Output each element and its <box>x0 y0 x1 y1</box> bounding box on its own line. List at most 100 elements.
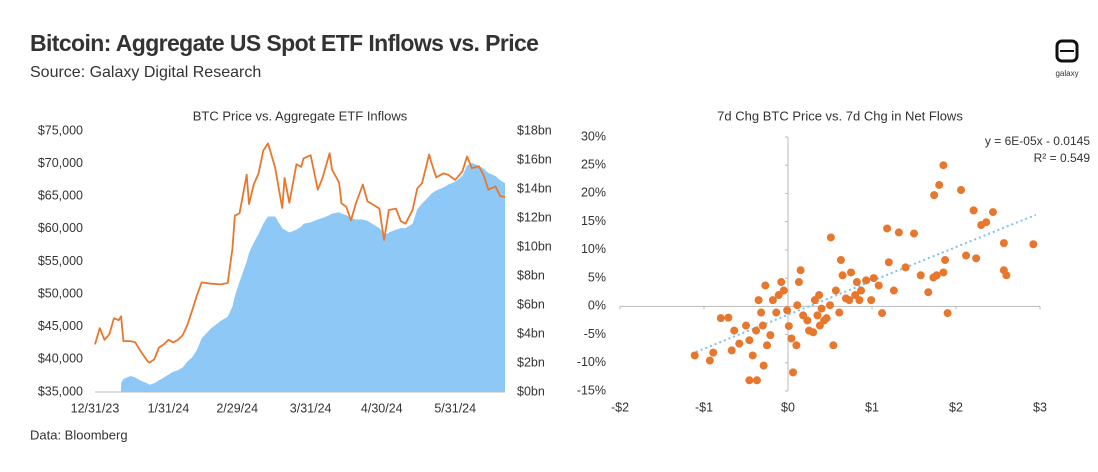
x-tick-label: 12/31/23 <box>71 401 120 415</box>
y-tick-label: 0% <box>588 299 606 313</box>
y-tick-label: $75,000 <box>38 123 83 137</box>
point <box>803 316 812 325</box>
point <box>878 309 887 318</box>
point <box>705 356 714 365</box>
point <box>972 254 981 263</box>
point <box>835 308 844 317</box>
point <box>969 206 978 215</box>
point <box>884 258 893 267</box>
y-tick-label: $40,000 <box>38 352 83 366</box>
point <box>690 351 699 360</box>
point <box>845 296 854 305</box>
point <box>941 256 950 265</box>
line <box>94 142 506 364</box>
y-tick-label: 15% <box>581 214 606 228</box>
point <box>745 336 754 345</box>
y-tick-label: $60,000 <box>38 221 83 235</box>
y-tick-label: $35,000 <box>38 384 83 398</box>
point <box>817 304 826 313</box>
point <box>829 341 838 350</box>
point <box>758 321 767 330</box>
point <box>787 334 796 343</box>
y2-tick-label: $0bn <box>517 384 545 398</box>
point <box>855 296 864 305</box>
point <box>763 341 771 350</box>
trendline <box>691 213 1037 355</box>
point <box>793 301 802 310</box>
y-tick-label: 5% <box>588 270 606 284</box>
y2-tick-label: $18bn <box>517 123 552 137</box>
x-tick-label: -$2 <box>611 400 629 414</box>
point <box>761 281 770 290</box>
point <box>869 274 878 283</box>
y2-tick-label: $2bn <box>517 355 545 369</box>
y-tick-label: $55,000 <box>38 254 83 268</box>
point <box>957 186 966 195</box>
point <box>745 376 754 385</box>
point <box>962 251 971 260</box>
point <box>894 228 903 237</box>
y-tick-label: $70,000 <box>38 156 83 170</box>
y-tick-label: -5% <box>584 327 606 341</box>
point <box>742 321 750 330</box>
point <box>930 191 939 200</box>
point <box>838 271 847 280</box>
x-tick-label: 2/29/24 <box>216 401 258 415</box>
point <box>783 306 792 315</box>
chart-title: 7d Chg BTC Price vs. 7d Chg in Net Flows <box>717 108 963 123</box>
logo: galaxy <box>1055 39 1079 78</box>
point <box>935 180 944 189</box>
x-tick-label: -$1 <box>695 400 713 414</box>
y2-tick-label: $4bn <box>517 326 545 340</box>
point <box>831 286 840 295</box>
point <box>999 239 1008 248</box>
x-tick-label: $2 <box>949 400 963 414</box>
point <box>836 256 845 265</box>
y-tick-label: $50,000 <box>38 286 83 300</box>
y2-tick-label: $6bn <box>517 297 545 311</box>
point <box>1002 271 1011 280</box>
logo-text: galaxy <box>1055 69 1078 78</box>
point <box>826 233 835 242</box>
point <box>939 161 948 170</box>
point <box>796 266 805 275</box>
point <box>813 311 822 320</box>
point <box>910 229 918 238</box>
y-tick-label: 10% <box>581 242 606 256</box>
point <box>792 341 801 350</box>
y2-tick-label: $16bn <box>517 152 552 166</box>
point <box>867 296 876 305</box>
y2-tick-label: $10bn <box>517 239 552 253</box>
x-tick-label: 5/31/24 <box>434 401 476 415</box>
point <box>754 296 763 305</box>
point <box>847 268 855 277</box>
point <box>779 286 788 295</box>
point <box>727 346 736 355</box>
point <box>943 309 952 318</box>
point <box>874 281 883 290</box>
point <box>857 286 866 295</box>
y2-tick-label: $8bn <box>517 268 545 282</box>
point <box>939 268 948 277</box>
point <box>777 278 786 287</box>
point <box>759 361 768 370</box>
page-title: Bitcoin: Aggregate US Spot ETF Inflows v… <box>30 30 538 56</box>
point <box>766 331 775 340</box>
point <box>988 208 997 217</box>
point <box>809 328 818 337</box>
point <box>724 313 733 322</box>
point <box>932 271 941 280</box>
point <box>862 276 871 285</box>
x-tick-label: $3 <box>1033 400 1047 414</box>
y2-tick-label: $12bn <box>517 210 552 224</box>
x-tick-label: 1/31/24 <box>148 401 190 415</box>
point <box>982 218 991 227</box>
x-tick-label: $1 <box>865 400 879 414</box>
point <box>772 308 781 317</box>
point <box>784 322 793 331</box>
point <box>883 224 892 233</box>
page-subtitle: Source: Galaxy Digital Research <box>30 64 261 81</box>
x-tick-label: 4/30/24 <box>361 401 403 415</box>
x-tick-label: 3/31/24 <box>290 401 332 415</box>
